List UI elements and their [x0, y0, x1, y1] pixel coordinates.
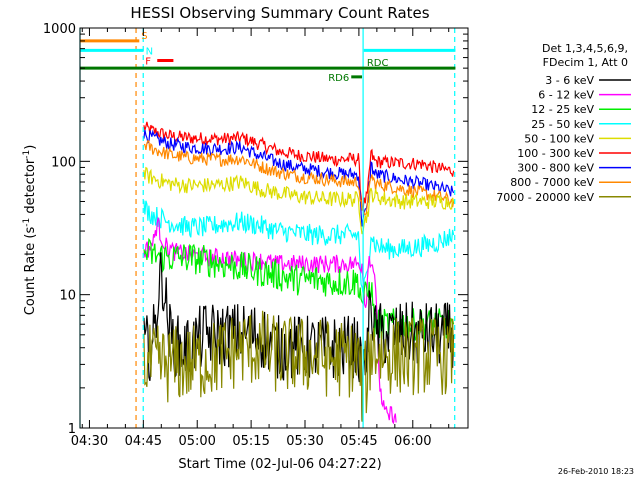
- footer-date: 26-Feb-2010 18:23: [558, 467, 634, 476]
- legend-entry-label: 300 - 800 keV: [517, 162, 594, 175]
- y-axis-label-sup2: -1: [22, 150, 32, 159]
- y-tick-label: 1000: [43, 22, 76, 37]
- series-12-25-kev: [143, 237, 455, 342]
- y-axis: 1 10 100 1000: [43, 22, 468, 437]
- legend-header-2: FDecim 1, Att 0: [543, 56, 628, 69]
- x-axis-label: Start Time (02-Jul-06 04:27:22): [178, 457, 381, 472]
- flag-label: F: [145, 57, 151, 68]
- y-axis-label-sup1: -1: [22, 218, 32, 227]
- plot-frame: [79, 27, 469, 429]
- flag-label: S: [141, 31, 147, 42]
- series-layer: [143, 121, 455, 425]
- x-tick-label: 05:45: [340, 434, 377, 449]
- y-axis-label-end: ): [23, 145, 38, 150]
- chart-title: HESSI Observing Summary Count Rates: [130, 4, 429, 22]
- y-tick-label: 100: [51, 155, 76, 170]
- x-tick-label: 06:00: [394, 434, 431, 449]
- series-300-800-kev: [143, 129, 455, 227]
- series-6-12-kev: [143, 216, 397, 425]
- x-tick-label: 05:15: [232, 434, 269, 449]
- y-tick-label: 1: [68, 422, 76, 437]
- y-tick-label: 10: [59, 289, 76, 304]
- legend-header-1: Det 1,3,4,5,6,9,: [542, 42, 628, 55]
- flag-label: RD6: [328, 73, 349, 84]
- x-tick-label: 04:30: [71, 434, 108, 449]
- flag-label: RDC: [367, 58, 389, 69]
- series-800-7000-kev: [143, 139, 455, 216]
- x-axis: 04:30 04:45 05:00 05:15 05:30 05:45 06:00: [71, 28, 450, 449]
- legend-entry-label: 7000 - 20000 keV: [496, 191, 594, 204]
- legend-entry-label: 50 - 100 keV: [524, 132, 594, 145]
- x-tick-label: 04:45: [125, 434, 162, 449]
- series-7000-20000-kev: [143, 310, 455, 422]
- flag-label: N: [146, 46, 153, 57]
- legend-entry-label: 12 - 25 keV: [531, 103, 594, 116]
- legend-entry-label: 100 - 300 keV: [517, 147, 594, 160]
- series-25-50-kev: [143, 200, 455, 294]
- legend-entry-label: 6 - 12 keV: [538, 89, 594, 102]
- x-tick-label: 05:30: [286, 434, 323, 449]
- series-100-300-kev: [143, 121, 455, 211]
- series-50-100-kev: [143, 166, 455, 235]
- y-axis-label-main: Count Rate (s: [23, 227, 38, 316]
- y-axis-label-mid: detector: [23, 158, 38, 218]
- x-tick-label: 05:00: [178, 434, 215, 449]
- legend-entry-label: 25 - 50 keV: [531, 118, 594, 131]
- legend: Det 1,3,4,5,6,9, FDecim 1, Att 0 3 - 6 k…: [496, 42, 631, 204]
- legend-entry-label: 3 - 6 keV: [545, 74, 594, 87]
- y-axis-label: Count Rate (s-1 detector-1): [22, 145, 38, 316]
- legend-entry-label: 800 - 7000 keV: [510, 176, 594, 189]
